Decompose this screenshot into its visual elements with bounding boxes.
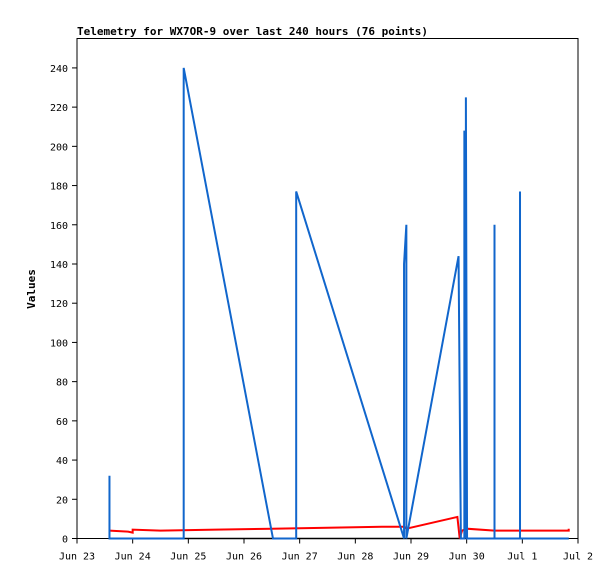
y-tick-label: 120: [50, 299, 68, 310]
y-tick-label: 60: [56, 417, 68, 428]
x-tick-label: Jun 26: [226, 552, 262, 563]
series-line-0: [108, 67, 569, 540]
y-tick-label: 200: [50, 142, 68, 153]
x-tick-label: Jul 1: [507, 552, 537, 563]
y-tick-label: 160: [50, 221, 68, 232]
y-tick-label: 80: [56, 378, 68, 389]
plot-frame: [76, 38, 579, 539]
x-tick-label: Jun 25: [170, 552, 206, 563]
y-axis-label: Values: [25, 269, 38, 309]
series-line-1: [109, 515, 570, 539]
x-tick-label: Jun 23: [59, 552, 95, 563]
y-tick-label: 220: [50, 103, 68, 114]
x-tick-label: Jun 29: [393, 552, 429, 563]
y-tick-label: 240: [50, 64, 68, 75]
y-tick-label: 0: [62, 535, 68, 546]
x-axis: Jun 23 Jun 24 Jun 25 Jun 26 Jun 27 Jun 28 Jun …: [59, 538, 593, 563]
x-tick-label: Jun 24: [115, 552, 151, 563]
x-tick-label: Jul 2: [563, 552, 593, 563]
y-axis: 0 20 40 60 80 100 120 140 160 180 200 220 240: [50, 64, 77, 546]
x-tick-label: Jun 30: [449, 552, 485, 563]
plot-area: [108, 67, 570, 540]
y-tick-label: 180: [50, 182, 68, 193]
x-tick-label: Jun 28: [337, 552, 373, 563]
y-tick-label: 20: [56, 495, 68, 506]
y-tick-label: 40: [56, 456, 68, 467]
x-tick-label: Jun 27: [282, 552, 318, 563]
chart-title: Telemetry for WX7OR-9 over last 240 hour…: [77, 25, 428, 38]
y-tick-label: 100: [50, 338, 68, 349]
y-tick-label: 140: [50, 260, 68, 271]
